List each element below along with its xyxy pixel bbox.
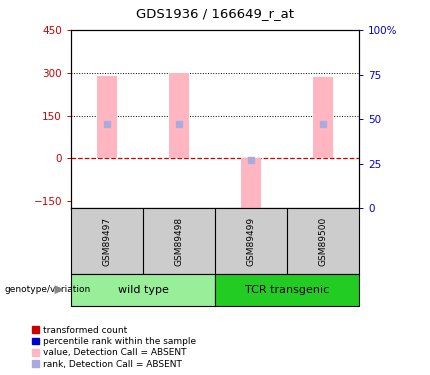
Bar	[97, 76, 117, 158]
Legend: transformed count, percentile rank within the sample, value, Detection Call = AB: transformed count, percentile rank withi…	[30, 324, 198, 370]
Bar	[71, 274, 215, 306]
Text: GSM89499: GSM89499	[246, 216, 255, 266]
Text: TCR transgenic: TCR transgenic	[245, 285, 329, 295]
Bar	[241, 158, 261, 208]
Text: genotype/variation: genotype/variation	[4, 285, 91, 294]
Bar	[215, 274, 359, 306]
Bar	[313, 77, 333, 158]
Text: GSM89497: GSM89497	[102, 216, 111, 266]
Text: GDS1936 / 166649_r_at: GDS1936 / 166649_r_at	[136, 7, 294, 20]
Text: wild type: wild type	[117, 285, 169, 295]
Bar	[169, 73, 189, 158]
Text: GSM89498: GSM89498	[175, 216, 184, 266]
Text: GSM89500: GSM89500	[319, 216, 328, 266]
